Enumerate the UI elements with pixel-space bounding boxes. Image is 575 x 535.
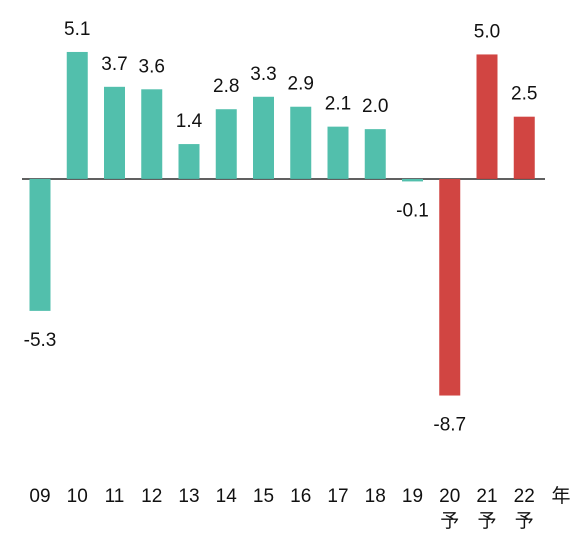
value-label: 2.5 [511, 84, 537, 105]
x-tick-note: 予 [477, 511, 496, 532]
value-label: -0.1 [396, 200, 429, 221]
value-label: 2.8 [213, 76, 239, 97]
x-tick-label: 18 [365, 486, 386, 507]
bar [29, 178, 51, 311]
x-tick-label: 22 [514, 486, 535, 507]
x-tick-label: 15 [253, 486, 274, 507]
value-label: -5.3 [24, 330, 57, 351]
x-tick-label: 20 [439, 486, 460, 507]
value-label: 2.0 [362, 96, 388, 117]
bar [66, 51, 88, 179]
bar [215, 109, 237, 179]
x-tick-label: 13 [178, 486, 199, 507]
value-label: 1.4 [176, 111, 203, 132]
value-label: 3.3 [250, 64, 276, 85]
bar [104, 86, 125, 179]
bar [141, 89, 163, 179]
bar [439, 178, 461, 396]
bar [476, 54, 498, 179]
bar [513, 116, 535, 179]
x-tick-label: 09 [29, 486, 50, 507]
x-tick-label: 19 [402, 486, 423, 507]
bar [253, 96, 274, 179]
bar [178, 144, 200, 179]
x-tick-label: 12 [141, 486, 162, 507]
x-tick-note: 予 [515, 511, 534, 532]
value-label: 2.9 [288, 74, 314, 95]
x-unit: 年 [551, 485, 570, 507]
x-tick-note: 予 [440, 511, 459, 532]
x-tick-label: 17 [327, 486, 348, 507]
value-label: 2.1 [325, 94, 351, 115]
value-label: 5.0 [474, 21, 500, 42]
x-tick-label: 16 [290, 486, 311, 507]
bar [364, 129, 386, 179]
x-tick-label: 10 [67, 486, 88, 507]
x-tick-label: 14 [216, 486, 238, 507]
bar [402, 178, 423, 182]
x-tick-label: 11 [105, 486, 125, 507]
bar [327, 126, 349, 179]
value-label: 3.6 [139, 56, 165, 77]
value-label: 3.7 [101, 54, 127, 75]
value-label: -8.7 [433, 415, 466, 436]
x-tick-label: 21 [476, 486, 497, 507]
value-label: 5.1 [64, 19, 90, 40]
bar [290, 106, 312, 179]
